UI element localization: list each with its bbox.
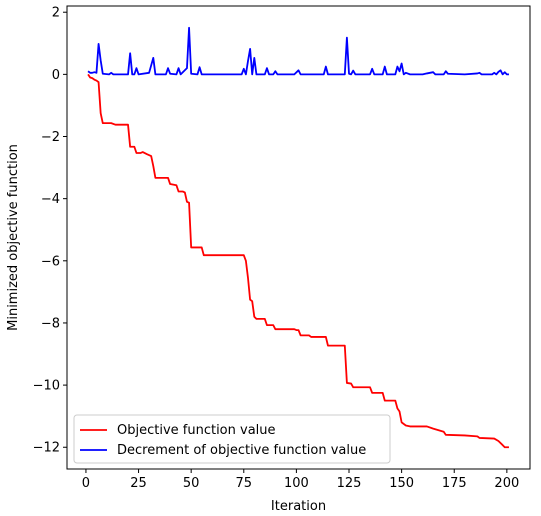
objective-function-line (87, 73, 509, 449)
x-tick-label: 150 (389, 476, 414, 491)
decrement-line (87, 26, 509, 76)
x-tick-label: 200 (494, 476, 519, 491)
y-tick-label: −12 (33, 441, 60, 456)
series-layer (87, 26, 509, 449)
y-tick-label: −6 (41, 254, 60, 269)
legend-label-objective: Objective function value (117, 423, 276, 438)
x-tick-label: 100 (284, 476, 309, 491)
y-tick-label: −2 (41, 130, 60, 145)
x-tick-label: 25 (130, 476, 147, 491)
x-tick-label: 125 (337, 476, 362, 491)
y-tick-label: −10 (33, 379, 60, 394)
plot-frame (66, 5, 531, 470)
x-tick-label: 0 (82, 476, 90, 491)
legend: Objective function value Decrement of ob… (73, 414, 391, 464)
x-tick-label: 75 (236, 476, 253, 491)
y-tick-label: −4 (41, 192, 60, 207)
x-axis: 0 25 50 75 100 125 150 175 200 (82, 469, 519, 491)
y-axis-label: Minimized objective function (6, 144, 21, 331)
y-tick-label: 2 (52, 6, 60, 21)
y-axis: −12 −10 −8 −6 −4 −2 0 2 (33, 6, 67, 456)
y-tick-label: −8 (41, 316, 60, 331)
x-axis-label: Iteration (271, 499, 326, 514)
legend-box (73, 414, 391, 464)
x-tick-label: 50 (183, 476, 200, 491)
x-tick-label: 175 (442, 476, 467, 491)
legend-label-decrement: Decrement of objective function value (117, 443, 366, 458)
y-tick-label: 0 (52, 68, 60, 83)
